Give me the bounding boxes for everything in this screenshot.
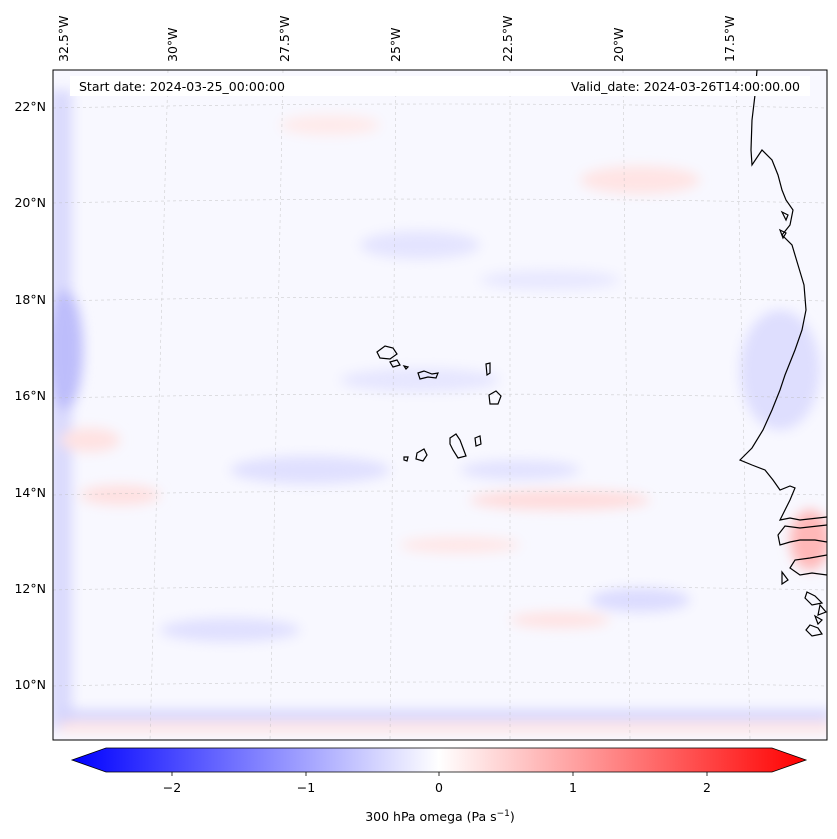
- plot-frame: [52, 69, 828, 741]
- island-brava: [403, 456, 409, 462]
- lon-label-25w: 25°W: [388, 27, 403, 62]
- field-background: [53, 70, 827, 740]
- island-sal: [485, 362, 491, 377]
- lon-label-30w: 30°W: [165, 27, 180, 62]
- omega-field: [53, 70, 827, 740]
- island-fogo: [415, 448, 428, 462]
- lat-label-10n: 10°N: [14, 677, 46, 692]
- lat-label-14n: 14°N: [14, 485, 46, 500]
- colorbar-tick-neg1: −1: [297, 780, 315, 795]
- lat-label-20n: 20°N: [14, 195, 46, 210]
- lon-label-20w: 20°W: [611, 27, 626, 62]
- gambia-coast: [777, 524, 827, 546]
- cape-verde-islands: [376, 345, 502, 462]
- colorbar-bar: [70, 747, 808, 773]
- longitude-labels: 32.5°W 30°W 27.5°W 25°W 22.5°W 20°W 17.5…: [56, 16, 737, 62]
- colorbar-tick-0: 0: [435, 780, 443, 795]
- colorbar-tick-neg2: −2: [163, 780, 181, 795]
- valid-date-label: Valid_date: 2024-03-26T14:00:00.00: [571, 79, 800, 94]
- start-date-label: Start date: 2024-03-25_00:00:00: [79, 79, 285, 94]
- gridlines: [53, 70, 827, 740]
- island-sao-nicolau: [417, 370, 439, 380]
- island-santa-luzia: [402, 365, 410, 370]
- colorbar-title-main: 300 hPa omega (Pa s: [365, 809, 496, 824]
- lon-label-22-5w: 22.5°W: [500, 16, 515, 62]
- coastlines: [738, 70, 827, 637]
- colorbar-ticks: [171, 772, 708, 776]
- field-anomalies: [53, 90, 827, 732]
- colorbar-title-close: ): [510, 809, 515, 824]
- lat-label-12n: 12°N: [14, 581, 46, 596]
- island-sao-vicente: [389, 359, 401, 368]
- info-box: [70, 76, 810, 96]
- lat-label-18n: 18°N: [14, 292, 46, 307]
- island-maio: [474, 435, 482, 447]
- africa-coast: [738, 70, 827, 521]
- lat-label-16n: 16°N: [14, 388, 46, 403]
- guinea-bissau-coast: [789, 554, 827, 576]
- lon-label-27-5w: 27.5°W: [277, 16, 292, 62]
- latitude-labels: 22°N 20°N 18°N 16°N 14°N 12°N 10°N: [14, 99, 46, 692]
- colorbar-tick-1: 1: [569, 780, 577, 795]
- lat-label-22n: 22°N: [14, 99, 46, 114]
- island-santiago: [449, 433, 467, 459]
- colorbar-title: 300 hPa omega (Pa s−1): [365, 809, 515, 824]
- lon-label-32-5w: 32.5°W: [56, 16, 71, 62]
- island-boa-vista: [488, 390, 502, 405]
- colorbar: −2 −1 0 1 2 300 hPa omega (Pa s−1): [70, 747, 808, 824]
- colorbar-title-exp: −1: [497, 809, 510, 819]
- lon-label-17-5w: 17.5°W: [722, 16, 737, 62]
- island-santo-antao: [376, 345, 398, 360]
- colorbar-tick-2: 2: [703, 780, 711, 795]
